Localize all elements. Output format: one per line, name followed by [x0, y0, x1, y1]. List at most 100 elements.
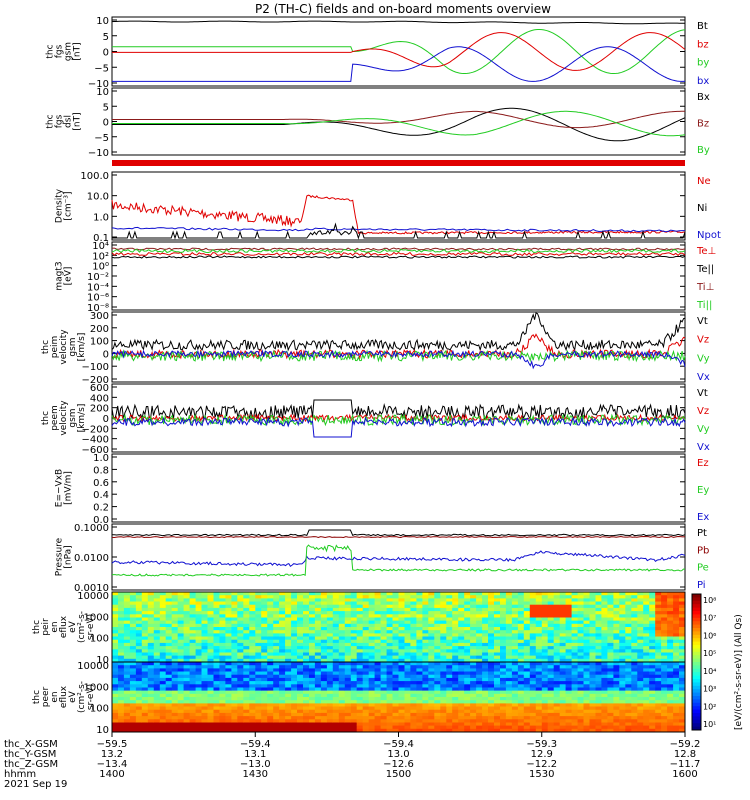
spectrogram-cell: [153, 611, 161, 615]
spectrogram-cell: [434, 595, 441, 599]
spectrogram-cell: [183, 703, 190, 707]
spectrogram-cell: [332, 595, 340, 599]
spectrogram-cell: [535, 646, 543, 650]
spectrogram-cell: [637, 595, 644, 599]
spectrogram-cell: [559, 706, 567, 711]
spectrogram-cell: [488, 719, 495, 723]
spectrogram-cell: [547, 681, 555, 685]
spectrogram-cell: [446, 627, 453, 631]
spectrogram-cell: [350, 620, 358, 625]
spectrogram-cell: [565, 611, 572, 615]
spectrogram-cell: [571, 652, 578, 657]
spectrogram-cell: [267, 722, 274, 727]
colorbar-cell: [692, 672, 701, 677]
spectrogram-cell: [141, 611, 149, 615]
spectrogram-cell: [153, 671, 161, 676]
spectrogram-cell: [464, 639, 471, 644]
spectrogram-cell: [344, 627, 352, 631]
spectrogram-cell: [637, 601, 644, 606]
spectrogram-cell: [153, 649, 161, 653]
spectrogram-cell: [195, 617, 202, 622]
spectrogram-cell: [649, 665, 656, 669]
spectrogram-cell: [571, 690, 578, 695]
spectrogram-cell: [129, 668, 137, 672]
spectrogram-cell: [553, 665, 561, 669]
spectrogram-cell: [249, 627, 256, 631]
spectrogram-cell: [535, 677, 543, 682]
spectrogram-cell: [464, 728, 471, 733]
spectrogram-cell: [398, 655, 405, 660]
spectrogram-cell: [398, 646, 405, 650]
spectrogram-cell: [410, 604, 417, 609]
spectrogram-cell: [655, 728, 662, 733]
spectrogram-cell: [350, 655, 358, 660]
spectrogram-cell: [595, 671, 602, 676]
spectrogram-cell: [279, 709, 286, 714]
spectrogram-cell: [601, 671, 608, 676]
spectrogram-cell: [320, 633, 328, 637]
spectrogram-cell: [225, 633, 232, 637]
colorbar-cell: [692, 634, 701, 639]
spectrogram-cell: [398, 611, 405, 615]
spectrogram-cell: [559, 642, 567, 647]
spectrogram-cell: [314, 649, 322, 653]
spectrogram-cell: [613, 623, 620, 628]
spectrogram-cell: [470, 623, 477, 628]
spectrogram-cell: [571, 627, 578, 631]
spectrogram-cell: [422, 700, 429, 704]
spectrogram-cell: [679, 607, 686, 612]
spectrogram-cell: [452, 658, 459, 663]
spectrogram-cell: [547, 658, 555, 663]
colorbar-tick-label: 10¹: [703, 720, 716, 729]
spectrogram-cell: [649, 684, 656, 688]
spectrogram-cell: [285, 623, 292, 628]
spectrogram-cell: [135, 642, 143, 647]
spectrogram-cell: [464, 722, 471, 727]
spectrogram-cell: [171, 662, 179, 666]
spectrogram-cell: [237, 706, 244, 711]
spectrogram-cell: [177, 627, 185, 631]
spectrogram-cell: [213, 649, 220, 653]
spectrogram-cell: [541, 623, 549, 628]
spectrogram-cell: [171, 703, 179, 707]
spectrogram-cell: [386, 636, 393, 641]
spectrogram-cell: [631, 700, 638, 704]
spectrogram-cell: [159, 611, 167, 615]
spectrogram-cell: [344, 706, 352, 711]
spectrogram-cell: [398, 706, 405, 711]
spectrogram-cell: [129, 693, 137, 698]
spectrogram-cell: [177, 674, 185, 679]
spectrogram-cell: [165, 611, 173, 615]
y-axis-label: [eV]: [64, 267, 74, 286]
spectrogram-cell: [595, 668, 602, 672]
spectrogram-cell: [398, 687, 405, 692]
spectrogram-cell: [195, 703, 202, 707]
spectrogram-cell: [488, 601, 495, 606]
spectrogram-cell: [261, 674, 268, 679]
spectrogram-cell: [243, 627, 250, 631]
spectrogram-cell: [195, 684, 202, 688]
spectrogram-cell: [541, 614, 549, 618]
spectrogram-cell: [243, 636, 250, 641]
spectrogram-cell: [541, 639, 549, 644]
spectrogram-cell: [619, 604, 626, 609]
spectrogram-cell: [177, 725, 185, 730]
spectrogram-cell: [577, 639, 584, 644]
spectrogram-cell: [374, 614, 381, 618]
y-axis-label: peim: [50, 336, 60, 359]
spectrogram-cell: [613, 662, 620, 666]
spectrogram-cell: [356, 681, 364, 685]
spectrogram-cell: [529, 601, 537, 606]
spectrogram-cell: [452, 636, 459, 641]
spectrogram-cell: [147, 601, 155, 606]
spectrogram-cell: [314, 725, 322, 730]
spectrogram-cell: [589, 598, 596, 602]
spectrogram-cell: [511, 604, 519, 609]
spectrogram-cell: [368, 642, 376, 647]
spectrogram-cell: [428, 684, 435, 688]
spectrogram-cell: [404, 604, 411, 609]
spectrogram-cell: [183, 693, 190, 698]
spectrogram-cell: [595, 639, 602, 644]
spectrogram-cell: [428, 639, 435, 644]
